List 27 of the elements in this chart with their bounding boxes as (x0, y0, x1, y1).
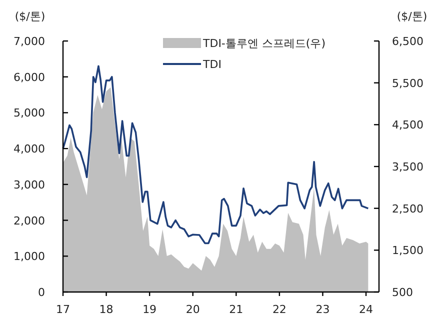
y-tick-label: 2,000 (14, 214, 45, 228)
y-tick-label: 5,000 (14, 106, 45, 120)
x-tick-label: 20 (186, 303, 200, 316)
y2-tick-label: 6,500 (392, 35, 424, 48)
y-tick-label: 1,000 (14, 250, 45, 264)
x-tick-label: 22 (272, 303, 286, 316)
y2-tick-label: 500 (392, 286, 413, 299)
y-axis-title: ($/톤) (14, 10, 46, 23)
x-tick-label: 23 (316, 303, 330, 316)
y-tick-label: 4,000 (14, 142, 45, 156)
y-tick-label: 7,000 (14, 35, 45, 48)
x-tick-label: 17 (56, 303, 70, 316)
x-tick-label: 19 (142, 303, 157, 316)
x-tick-label: 18 (99, 303, 114, 316)
x-tick-label: 21 (229, 303, 244, 316)
legend-label: TDI-톨루엔 스프레드(우) (202, 37, 326, 50)
y2-tick-label: 5,500 (392, 76, 424, 90)
y-tick-label: 3,000 (14, 178, 45, 192)
y2-tick-label: 2,500 (392, 202, 424, 216)
x-tick-label: 24 (359, 303, 374, 316)
y-tick-label: 0 (38, 286, 45, 299)
y2-axis-title: ($/톤) (396, 10, 428, 23)
y2-tick-label: 1,500 (392, 244, 424, 258)
legend-label: TDI (202, 58, 222, 71)
y2-tick-label: 3,500 (392, 160, 424, 174)
y-tick-label: 6,000 (14, 70, 45, 84)
y2-tick-label: 4,500 (392, 118, 424, 132)
